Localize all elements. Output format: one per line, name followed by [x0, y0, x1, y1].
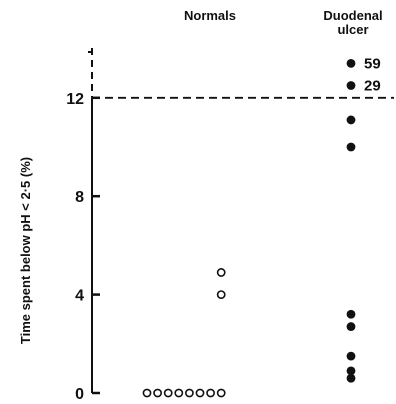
ulcer-point	[346, 366, 356, 376]
normal-point	[206, 388, 215, 398]
y-tick-label: 8	[75, 189, 84, 206]
normal-point	[216, 290, 226, 299]
y-axis-label: Time spent below pH < 2·5 (%)	[18, 157, 33, 344]
group-label: Duodenal	[323, 8, 382, 23]
ulcer-point	[346, 58, 356, 68]
normal-point	[142, 388, 152, 398]
normal-point	[153, 388, 162, 398]
group-label: Normals	[184, 8, 236, 23]
ulcer-point	[346, 351, 356, 361]
ulcer-point	[346, 373, 356, 383]
normal-point	[184, 388, 194, 398]
normal-point	[216, 388, 226, 398]
point-annotation: 29	[364, 78, 381, 95]
y-tick-label: 12	[66, 91, 84, 108]
ulcer-point	[346, 309, 356, 319]
ulcer-point	[346, 322, 356, 331]
group-label: ulcer	[337, 22, 368, 37]
normal-point	[174, 388, 184, 398]
data-points	[142, 58, 356, 398]
normal-point	[216, 268, 226, 277]
ulcer-point	[346, 81, 356, 90]
normal-point	[163, 388, 173, 398]
y-tick-label: 4	[75, 288, 84, 305]
ulcer-point	[346, 115, 356, 125]
labels: 0 4 8 12 Time spent below pH < 2·5 (%) Normal…	[18, 8, 383, 403]
point-annotation: 59	[364, 55, 381, 72]
y-tick-label: 0	[75, 386, 84, 403]
normal-point	[195, 388, 205, 398]
axes	[88, 48, 394, 395]
ulcer-point	[346, 142, 356, 152]
